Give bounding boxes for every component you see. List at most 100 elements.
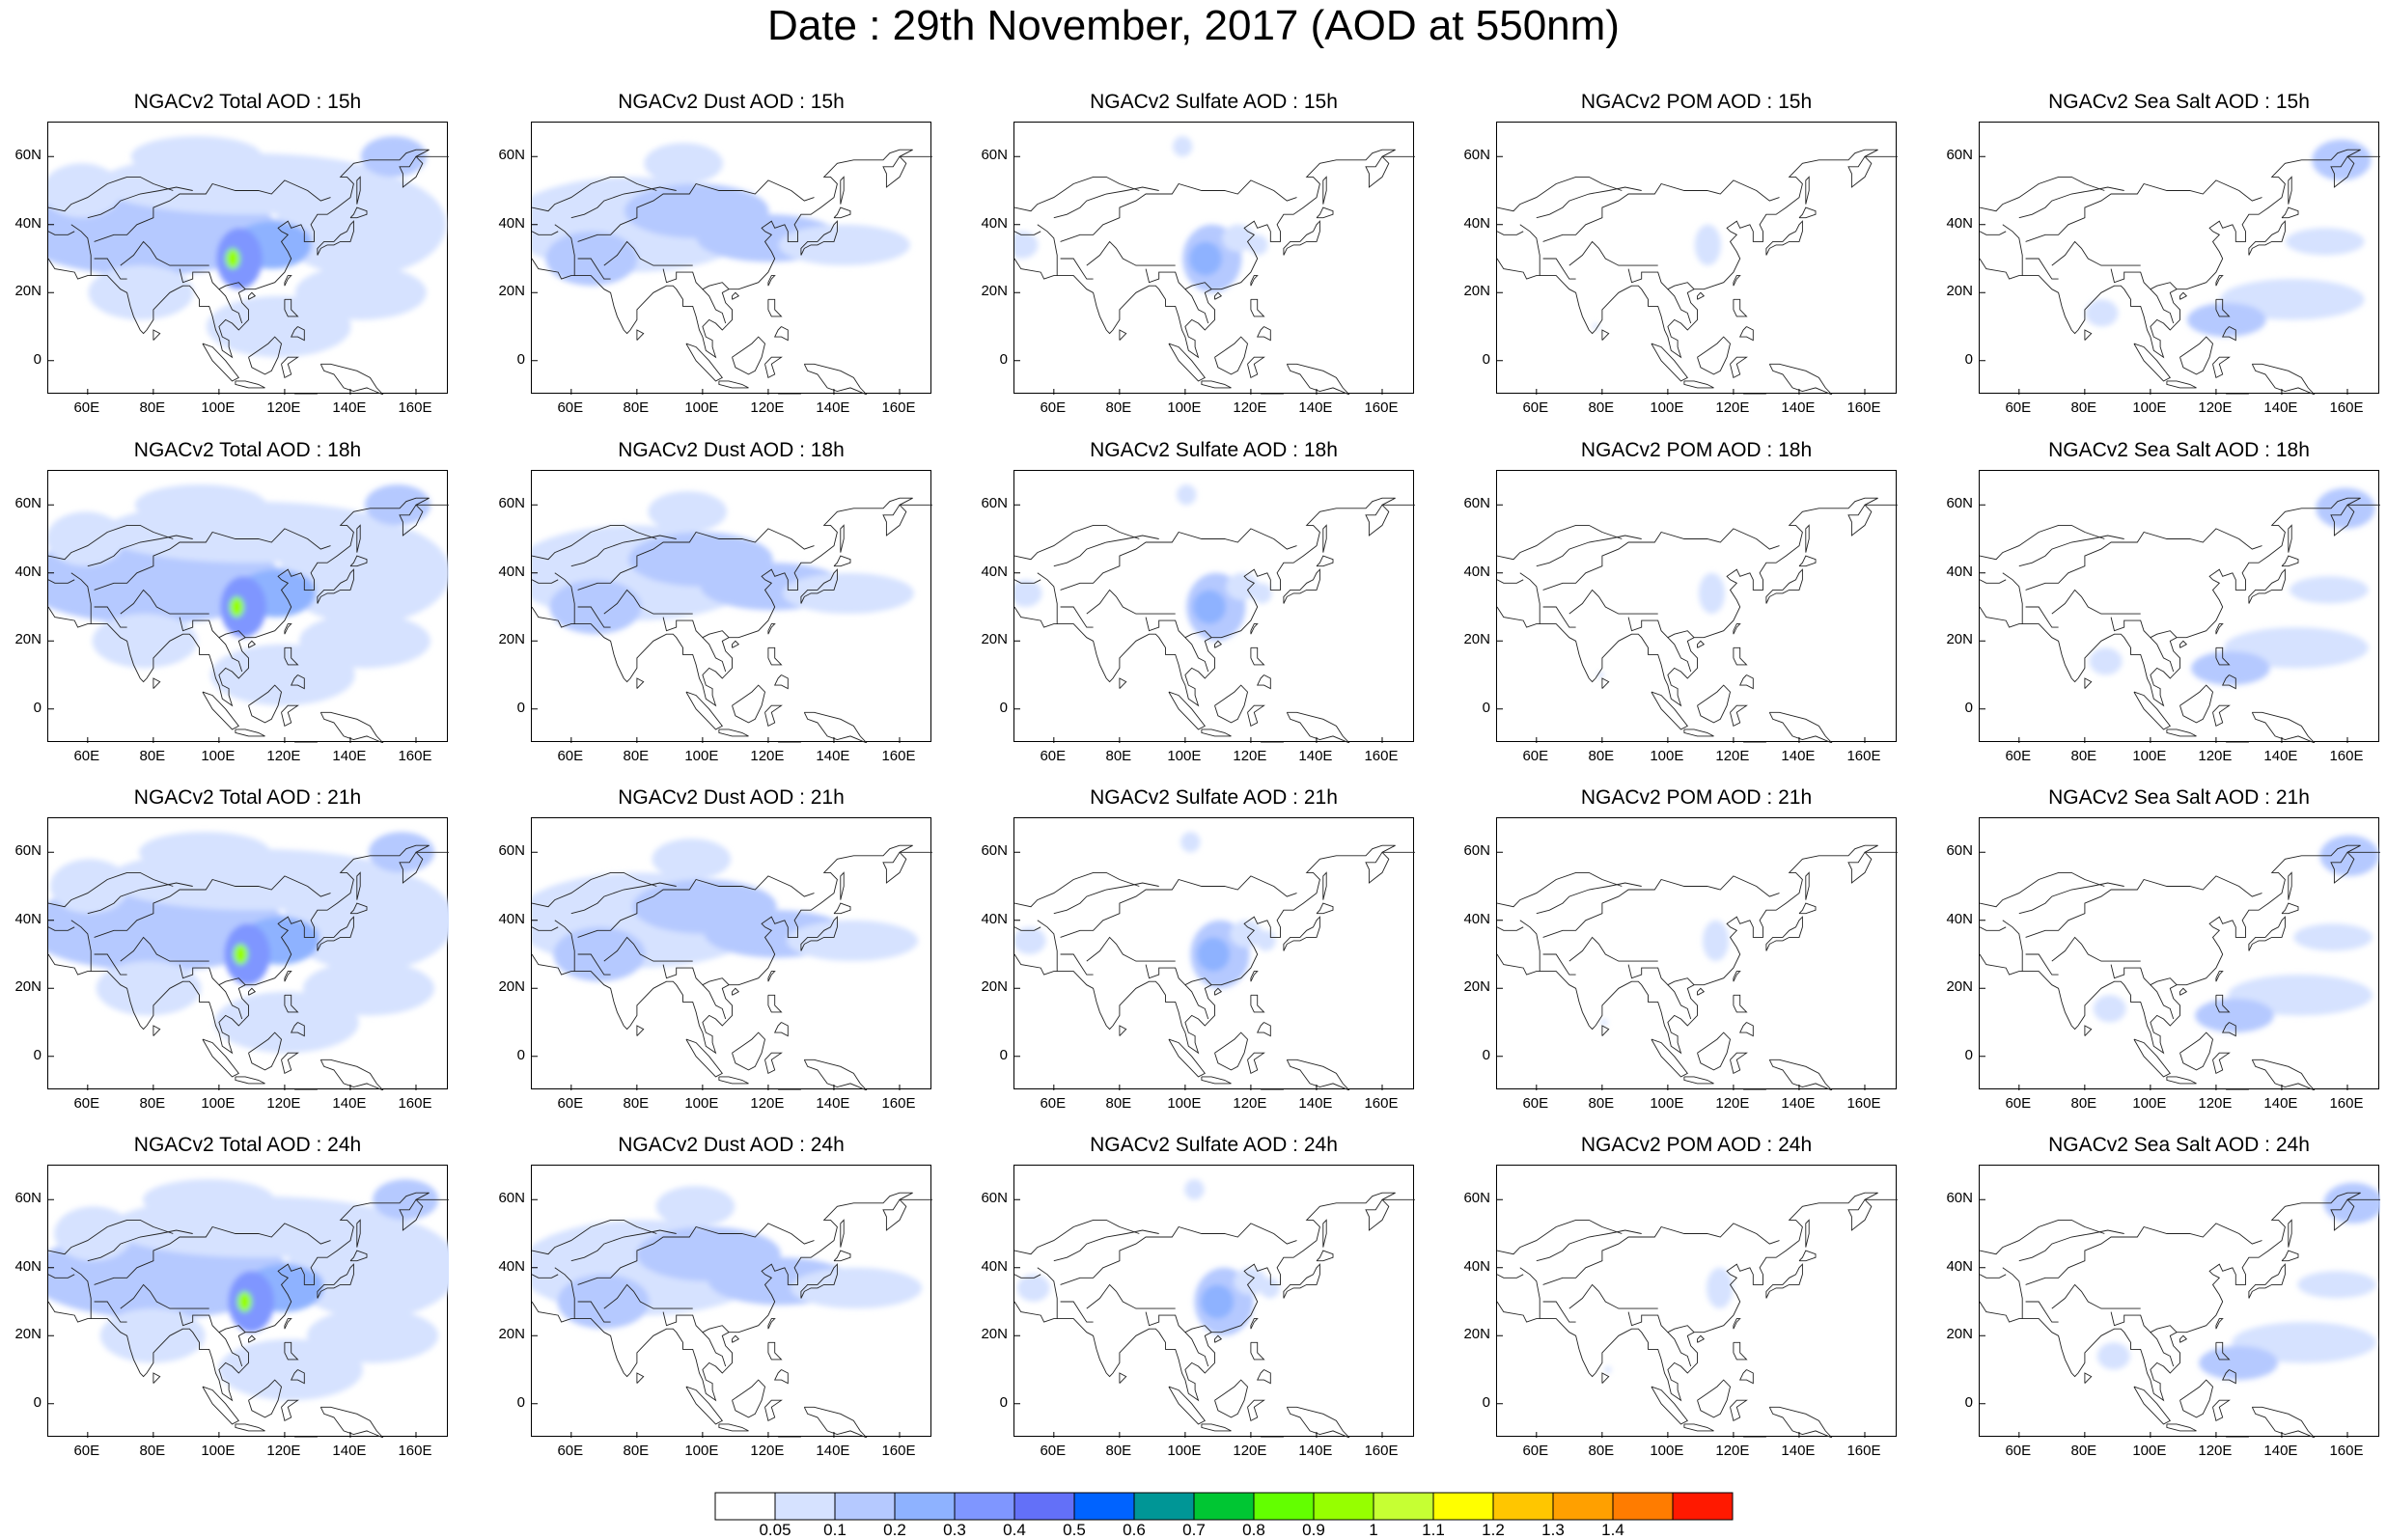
colorbar-swatch — [774, 1492, 836, 1521]
coastline — [636, 1025, 645, 1036]
aod-region — [302, 961, 435, 1016]
coastline — [1201, 729, 1232, 737]
aod-region — [236, 1291, 252, 1312]
coastline — [1247, 704, 1265, 728]
coastline — [1168, 1038, 1206, 1078]
lon-tick-label: 160E — [2329, 748, 2364, 764]
lon-tick-label: 100E — [2132, 1095, 2167, 1112]
lat-tick-label: 20N — [14, 1326, 42, 1343]
coastline — [1601, 1372, 1610, 1384]
coastline — [2110, 617, 2178, 639]
colorbar-swatches — [714, 1492, 1734, 1521]
coastline — [1250, 623, 1259, 635]
coastline — [2221, 674, 2236, 690]
coastline — [1697, 291, 1706, 300]
colorbar-swatch — [1013, 1492, 1075, 1521]
coastline — [554, 572, 575, 624]
coastline — [1497, 579, 1524, 584]
lat-tick-label: 20N — [498, 978, 525, 996]
aod-region — [1260, 1278, 1280, 1299]
lat-tick-label: 0 — [33, 350, 42, 368]
coastline — [1053, 186, 1159, 219]
aod-region — [2186, 302, 2266, 338]
map-svg — [532, 1186, 932, 1438]
aod-region — [2093, 995, 2126, 1023]
map-svg — [1497, 497, 1898, 743]
colorbar-swatch — [834, 1492, 896, 1521]
coastline — [120, 589, 209, 615]
coastline — [2281, 1250, 2299, 1262]
map-svg — [1014, 832, 1415, 1090]
coastline — [1497, 1274, 1524, 1279]
aod-region — [99, 1308, 206, 1363]
coastline — [1316, 1250, 1334, 1262]
aod-region — [2199, 1345, 2278, 1381]
coastline — [218, 1332, 243, 1367]
coastline — [2179, 1334, 2188, 1343]
coastline — [317, 568, 354, 604]
coastline — [284, 994, 299, 1013]
aod-shading — [532, 839, 919, 982]
lat-tick-label: 40N — [14, 1257, 42, 1275]
lat-tick-label: 40N — [1463, 1257, 1490, 1275]
coastline — [1568, 1283, 1658, 1309]
coastline — [2281, 902, 2299, 915]
coastline — [1627, 1311, 1695, 1334]
coastline — [2212, 356, 2231, 379]
lon-tick-label: 160E — [1364, 1443, 1399, 1459]
coastline — [94, 1223, 331, 1285]
aod-shading — [1014, 136, 1268, 293]
coastline — [290, 674, 305, 690]
lat-tick-label: 40N — [981, 1257, 1008, 1275]
aod-region — [1201, 1284, 1235, 1319]
coastline — [1542, 258, 1576, 280]
coastline — [1601, 677, 1610, 689]
coastline — [764, 1399, 783, 1422]
coastline — [1738, 1022, 1754, 1037]
aod-shading — [48, 1179, 449, 1401]
coastline — [2215, 298, 2231, 317]
aod-region — [298, 614, 430, 669]
coastline — [603, 589, 693, 615]
lon-tick-label: 120E — [266, 1443, 301, 1459]
lat-tick-label: 60N — [981, 842, 1008, 860]
lon-tick-label: 160E — [881, 1095, 916, 1112]
map-svg — [1497, 149, 1898, 395]
coastline — [1250, 298, 1265, 317]
lat-tick-label: 60N — [498, 147, 525, 164]
coastline — [1980, 1274, 2007, 1279]
aod-region — [1014, 579, 1042, 607]
coastline — [1980, 844, 2380, 1055]
panel-title: NGACv2 Sea Salt AOD : 15h — [2048, 91, 2310, 113]
coastline — [532, 149, 932, 359]
aod-region — [655, 1186, 736, 1227]
lon-tick-label: 60E — [1040, 1443, 1067, 1459]
coastline — [2281, 555, 2299, 567]
coastline — [1730, 1399, 1748, 1422]
aod-region — [2293, 923, 2373, 951]
lon-tick-label: 140E — [1298, 399, 1333, 416]
panel-title: NGACv2 Dust AOD : 21h — [618, 786, 845, 809]
coastline — [356, 1219, 361, 1248]
coastline — [1738, 326, 1754, 342]
lat-tick-label: 20N — [1946, 978, 1973, 996]
coastline — [94, 528, 331, 591]
coastline — [2051, 240, 2141, 266]
lon-tick-label: 80E — [2070, 748, 2097, 764]
coastline — [2084, 1372, 2093, 1384]
coastline — [1247, 1399, 1265, 1422]
coastline — [202, 1386, 239, 1425]
coastline — [1497, 149, 1898, 359]
coastline — [1060, 1223, 1297, 1285]
coastline — [1184, 984, 1209, 1020]
colorbar-label: 0.8 — [1242, 1521, 1265, 1539]
coastline — [1805, 176, 1810, 205]
coastline — [1980, 149, 2380, 359]
coastline — [1145, 1311, 1212, 1334]
coastline — [577, 875, 815, 938]
coastline — [1322, 871, 1327, 900]
coastline — [1697, 684, 1731, 724]
coastline — [235, 1076, 265, 1085]
aod-region — [1016, 1274, 1050, 1302]
lon-tick-label: 80E — [1105, 1443, 1132, 1459]
